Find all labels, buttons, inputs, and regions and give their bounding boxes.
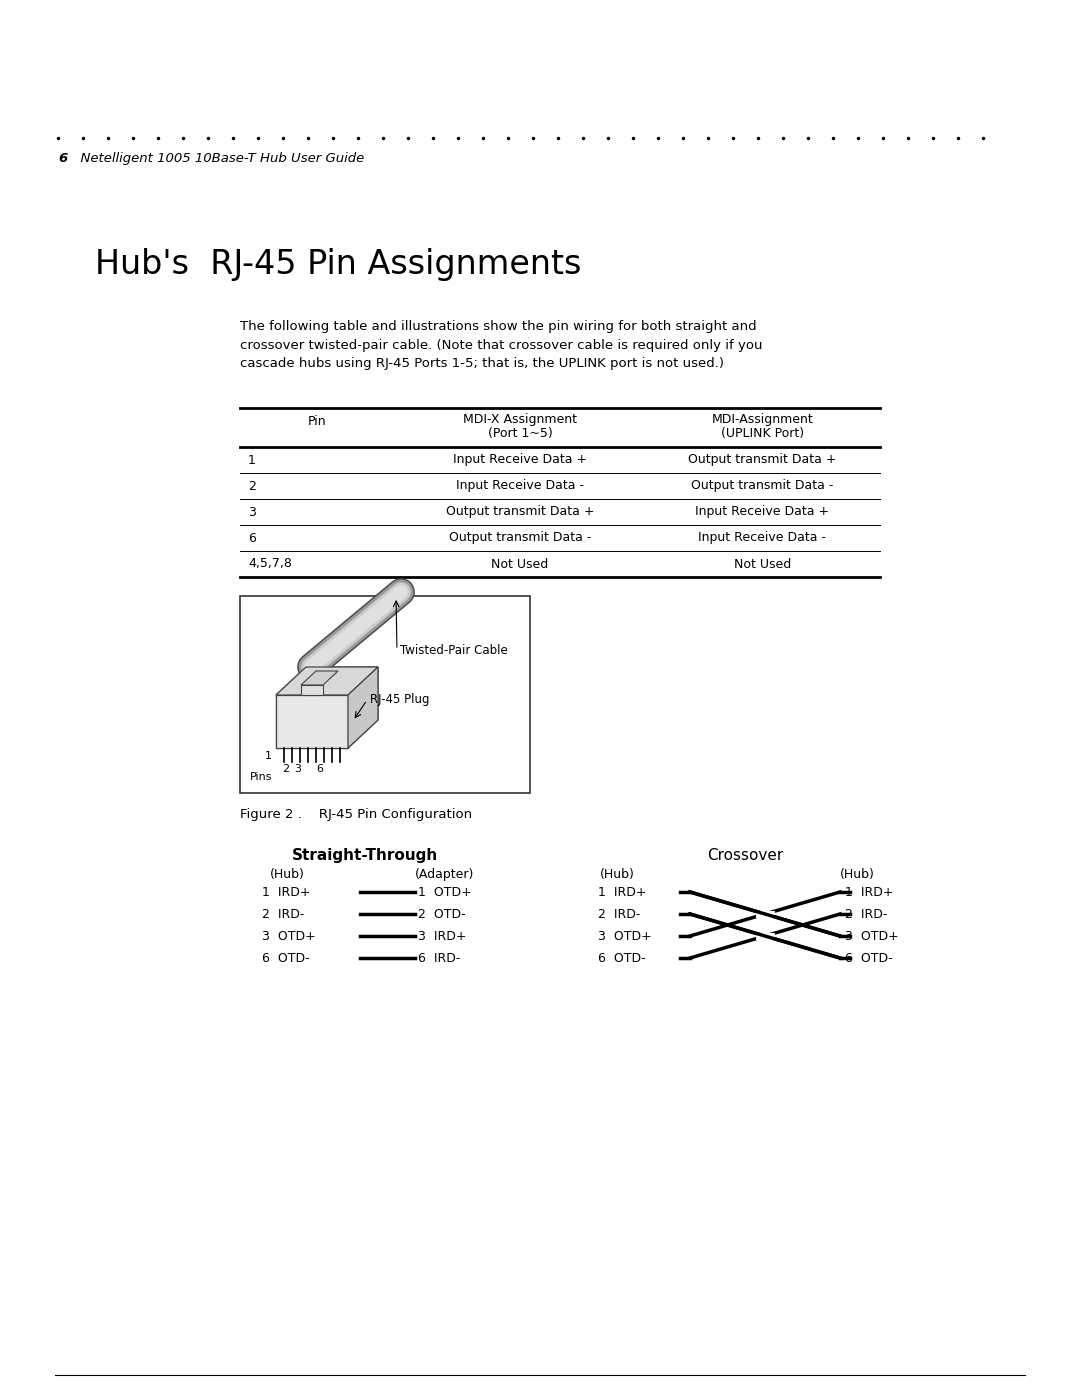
Text: Input Receive Data +: Input Receive Data + [453,454,588,467]
Text: Pins: Pins [249,773,272,782]
Text: 1  OTD+: 1 OTD+ [418,886,472,898]
Text: 3  OTD+: 3 OTD+ [845,929,899,943]
Text: 6: 6 [58,152,67,165]
Text: Input Receive Data -: Input Receive Data - [456,479,584,493]
Text: 2  OTD-: 2 OTD- [418,908,465,921]
Text: Pin: Pin [308,415,327,427]
Text: 6  OTD-: 6 OTD- [598,951,646,964]
Text: 6: 6 [316,764,324,774]
Text: 6: 6 [248,531,256,545]
Text: Output transmit Data +: Output transmit Data + [688,454,837,467]
Text: 2: 2 [283,764,289,774]
Text: Twisted-Pair Cable: Twisted-Pair Cable [400,644,508,657]
Text: The following table and illustrations show the pin wiring for both straight and
: The following table and illustrations sh… [240,320,762,370]
Polygon shape [276,694,348,747]
Polygon shape [276,666,378,694]
Text: 3: 3 [295,764,301,774]
Text: Figure 2 .    RJ-45 Pin Configuration: Figure 2 . RJ-45 Pin Configuration [240,807,472,821]
Polygon shape [276,694,348,747]
Text: 6  IRD-: 6 IRD- [418,951,460,964]
Text: Input Receive Data -: Input Receive Data - [699,531,826,545]
Polygon shape [301,685,323,694]
Text: Output transmit Data +: Output transmit Data + [446,506,594,518]
Polygon shape [301,671,338,685]
Text: 1  IRD+: 1 IRD+ [598,886,647,898]
Text: 2  IRD-: 2 IRD- [262,908,305,921]
Text: (Adapter): (Adapter) [415,868,474,882]
Text: Output transmit Data -: Output transmit Data - [691,479,834,493]
Text: Netelligent 1005 10Base-T Hub User Guide: Netelligent 1005 10Base-T Hub User Guide [72,152,364,165]
Bar [240,597,530,793]
Text: RJ-45 Plug: RJ-45 Plug [370,693,430,707]
Text: 3  OTD+: 3 OTD+ [598,929,651,943]
Text: 6  OTD-: 6 OTD- [845,951,893,964]
Text: 2: 2 [248,479,256,493]
Text: 4,5,7,8: 4,5,7,8 [248,557,292,570]
Text: 1  IRD+: 1 IRD+ [845,886,893,898]
Polygon shape [276,666,378,694]
Text: Not Used: Not Used [734,557,792,570]
Text: MDI-X Assignment: MDI-X Assignment [463,414,577,426]
Text: 1  IRD+: 1 IRD+ [262,886,311,898]
Text: 3: 3 [248,506,256,518]
Text: Hub's  RJ-45 Pin Assignments: Hub's RJ-45 Pin Assignments [95,249,581,281]
Text: 1: 1 [248,454,256,467]
Text: 2  IRD-: 2 IRD- [598,908,640,921]
Polygon shape [348,666,378,747]
Text: 2  IRD-: 2 IRD- [845,908,888,921]
Text: (Hub): (Hub) [270,868,305,882]
Text: (Port 1~5): (Port 1~5) [488,427,552,440]
Text: Input Receive Data +: Input Receive Data + [696,506,829,518]
Text: Output transmit Data -: Output transmit Data - [449,531,591,545]
Text: 3  IRD+: 3 IRD+ [418,929,467,943]
Polygon shape [348,666,378,747]
Text: MDI-Assignment: MDI-Assignment [712,414,813,426]
Text: Not Used: Not Used [491,557,549,570]
Text: 6  OTD-: 6 OTD- [262,951,310,964]
Text: 3  OTD+: 3 OTD+ [262,929,315,943]
Polygon shape [301,671,338,685]
Text: (Hub): (Hub) [600,868,635,882]
Text: 1: 1 [265,752,272,761]
Text: (UPLINK Port): (UPLINK Port) [721,427,805,440]
Text: (Hub): (Hub) [840,868,875,882]
Text: Crossover: Crossover [707,848,783,863]
Polygon shape [301,685,323,694]
Text: Straight-Through: Straight-Through [292,848,438,863]
